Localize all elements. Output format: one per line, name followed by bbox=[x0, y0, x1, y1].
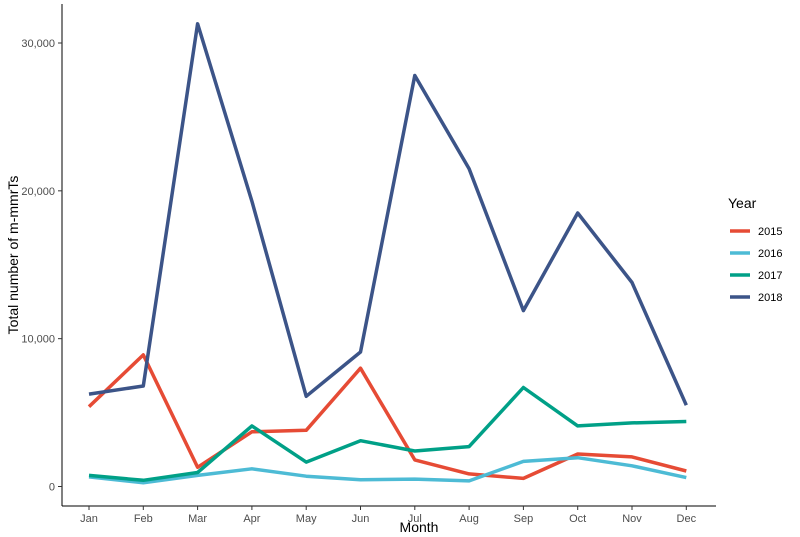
legend-label-2015: 2015 bbox=[758, 226, 782, 238]
x-tick-label: Apr bbox=[243, 513, 260, 525]
x-tick-label: Aug bbox=[459, 513, 479, 525]
y-tick-label: 20,000 bbox=[21, 186, 55, 198]
y-tick-label: 30,000 bbox=[21, 38, 55, 50]
series-line-2017 bbox=[88, 385, 687, 483]
x-tick-label: Oct bbox=[569, 513, 586, 525]
legend-label-2017: 2017 bbox=[758, 270, 782, 282]
series-line-2016 bbox=[88, 455, 687, 485]
series-line-2018 bbox=[88, 22, 688, 406]
x-tick-label: Dec bbox=[677, 513, 697, 525]
x-tick-label: Sep bbox=[514, 513, 534, 525]
x-tick-label: Mar bbox=[188, 513, 207, 525]
y-tick-label: 10,000 bbox=[21, 334, 55, 346]
x-tick-label: May bbox=[296, 513, 317, 525]
x-tick-label: Jan bbox=[80, 513, 98, 525]
x-tick-label: Feb bbox=[134, 513, 153, 525]
series-layer bbox=[87, 22, 688, 485]
x-tick-label: Jul bbox=[408, 513, 422, 525]
legend-label-2018: 2018 bbox=[758, 292, 782, 304]
legend: Year 2015 2016 2017 2018 bbox=[728, 195, 782, 304]
axes: 0 10,000 20,000 30,000 Jan Feb Mar Apr May Jun Jul… bbox=[21, 4, 716, 525]
x-axis-title: Month bbox=[400, 519, 439, 535]
y-axis-title: Total number of m-mmrTs bbox=[5, 176, 21, 335]
x-tick-label: Jun bbox=[352, 513, 370, 525]
x-tick-label: Nov bbox=[622, 513, 642, 525]
legend-label-2016: 2016 bbox=[758, 248, 782, 260]
y-tick-label: 0 bbox=[49, 482, 55, 494]
legend-title: Year bbox=[728, 195, 757, 211]
series-line-2015 bbox=[87, 353, 687, 481]
